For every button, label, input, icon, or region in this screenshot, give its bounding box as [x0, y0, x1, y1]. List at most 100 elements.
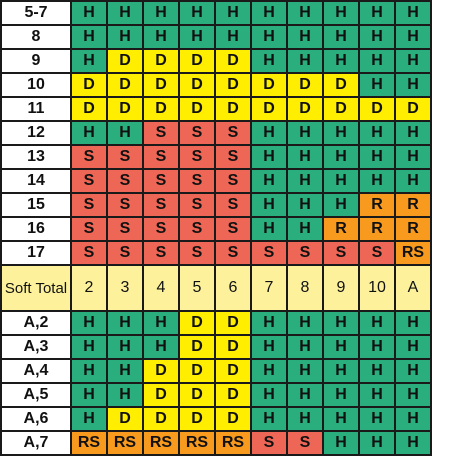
action-cell: S — [106, 144, 144, 170]
action-cell: D — [322, 96, 360, 122]
soft-total-row-label: A,5 — [0, 382, 72, 408]
action-cell: H — [394, 358, 432, 384]
hard-total-row: 10 D D D D D D D D H H — [0, 72, 432, 98]
hard-total-row-label: 5-7 — [0, 0, 72, 26]
action-cell: S — [178, 144, 216, 170]
action-cell: H — [394, 334, 432, 360]
action-cell: H — [358, 430, 396, 456]
action-cell: H — [394, 72, 432, 98]
action-cell: H — [286, 406, 324, 432]
action-cell: H — [358, 168, 396, 194]
action-cell: H — [394, 144, 432, 170]
action-cell: D — [142, 72, 180, 98]
action-cell: S — [106, 240, 144, 266]
action-cell: H — [322, 24, 360, 50]
action-cell: H — [250, 168, 288, 194]
action-cell: H — [394, 24, 432, 50]
action-cell: H — [394, 48, 432, 74]
soft-total-row-label: A,2 — [0, 310, 72, 336]
dealer-card-7: 7 — [250, 264, 288, 312]
soft-total-row: A,4 H H D D D H H H H H — [0, 358, 432, 384]
action-cell: S — [358, 240, 396, 266]
action-cell: S — [214, 120, 252, 146]
hard-total-row: 16 S S S S S H H R R R — [0, 216, 432, 242]
action-cell: H — [106, 334, 144, 360]
action-cell: H — [106, 382, 144, 408]
hard-total-row-label: 15 — [0, 192, 72, 218]
action-cell: S — [106, 168, 144, 194]
action-cell: H — [286, 310, 324, 336]
action-cell: S — [142, 192, 180, 218]
action-cell: S — [178, 168, 216, 194]
action-cell: D — [142, 382, 180, 408]
hard-total-row: 15 S S S S S H H H R R — [0, 192, 432, 218]
action-cell: S — [106, 216, 144, 242]
action-cell: D — [70, 96, 108, 122]
action-cell: H — [214, 0, 252, 26]
action-cell: H — [358, 48, 396, 74]
action-cell: S — [142, 240, 180, 266]
action-cell: H — [358, 144, 396, 170]
action-cell: H — [70, 406, 108, 432]
hard-total-row-label: 11 — [0, 96, 72, 122]
action-cell: D — [178, 48, 216, 74]
action-cell: H — [286, 0, 324, 26]
action-cell: H — [394, 406, 432, 432]
action-cell: D — [106, 406, 144, 432]
action-cell: D — [178, 334, 216, 360]
action-cell: S — [178, 192, 216, 218]
hard-total-row: 13 S S S S S H H H H H — [0, 144, 432, 170]
dealer-card-3: 3 — [106, 264, 144, 312]
action-cell: H — [358, 334, 396, 360]
action-cell: D — [178, 310, 216, 336]
action-cell: H — [250, 192, 288, 218]
hard-total-row: 12 H H S S S H H H H H — [0, 120, 432, 146]
action-cell: H — [286, 382, 324, 408]
soft-totals-body: A,2 H H H D D H H H H H A,3 H H H D D H H H H H A,4 H H D D D H H H H H A… — [0, 310, 432, 456]
soft-total-label: Soft Total — [0, 264, 72, 312]
action-cell: H — [286, 144, 324, 170]
soft-total-row: A,7 RS RS RS RS RS S S H H H — [0, 430, 432, 456]
action-cell: H — [142, 334, 180, 360]
action-cell: H — [286, 334, 324, 360]
action-cell: H — [394, 430, 432, 456]
action-cell: H — [358, 120, 396, 146]
action-cell: H — [142, 310, 180, 336]
dealer-card-6: 6 — [214, 264, 252, 312]
action-cell: D — [250, 96, 288, 122]
action-cell: D — [214, 310, 252, 336]
dealer-card-2: 2 — [70, 264, 108, 312]
action-cell: S — [142, 120, 180, 146]
action-cell: H — [286, 120, 324, 146]
action-cell: D — [214, 72, 252, 98]
action-cell: D — [250, 72, 288, 98]
action-cell: H — [106, 120, 144, 146]
action-cell: D — [286, 96, 324, 122]
action-cell: RS — [394, 240, 432, 266]
action-cell: H — [70, 0, 108, 26]
action-cell: H — [394, 120, 432, 146]
action-cell: S — [106, 192, 144, 218]
hard-total-row-label: 13 — [0, 144, 72, 170]
action-cell: H — [286, 168, 324, 194]
soft-total-row: A,3 H H H D D H H H H H — [0, 334, 432, 360]
action-cell: D — [178, 382, 216, 408]
action-cell: S — [214, 216, 252, 242]
hard-total-row: 14 S S S S S H H H H H — [0, 168, 432, 194]
action-cell: H — [70, 382, 108, 408]
action-cell: RS — [214, 430, 252, 456]
action-cell: S — [70, 216, 108, 242]
action-cell: H — [70, 334, 108, 360]
action-cell: D — [106, 48, 144, 74]
soft-total-row-label: A,4 — [0, 358, 72, 384]
action-cell: D — [178, 406, 216, 432]
action-cell: H — [178, 24, 216, 50]
hard-total-row: 5-7 H H H H H H H H H H — [0, 0, 432, 26]
action-cell: H — [322, 48, 360, 74]
action-cell: RS — [70, 430, 108, 456]
action-cell: S — [178, 120, 216, 146]
action-cell: H — [250, 310, 288, 336]
action-cell: H — [286, 216, 324, 242]
action-cell: H — [250, 120, 288, 146]
